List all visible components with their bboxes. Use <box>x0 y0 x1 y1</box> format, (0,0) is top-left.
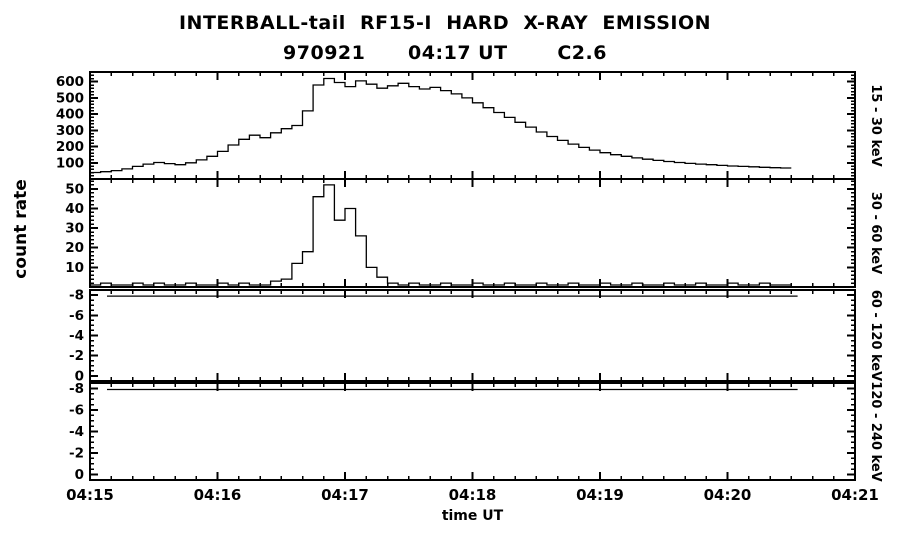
y-tick-label: -6 <box>69 308 84 324</box>
panel-energy-label-1: 30 - 60 keV <box>868 192 883 274</box>
chart-subtitle: 970921 04:17 UT C2.6 <box>283 42 607 64</box>
data-trace-1 <box>90 184 792 286</box>
y-tick-label: -4 <box>69 424 84 440</box>
y-tick-label: -6 <box>69 402 84 418</box>
panel-energy-label-0: 15 - 30 keV <box>868 84 883 166</box>
y-tick-label: -2 <box>69 348 84 364</box>
x-axis-label: time UT <box>441 508 504 524</box>
panel-frame-2 <box>89 289 856 382</box>
y-tick-label: 20 <box>65 240 84 256</box>
y-tick-label: 40 <box>65 201 84 217</box>
panel-energy-label-2: 60 - 120 keV <box>868 290 883 381</box>
y-tick-label: 10 <box>65 260 84 276</box>
y-tick-label: 600 <box>56 74 84 90</box>
y-tick-label: -4 <box>69 328 84 344</box>
y-tick-label: 400 <box>56 107 84 123</box>
y-tick-label: 200 <box>56 139 84 155</box>
x-tick-label: 04:19 <box>576 486 624 504</box>
y-tick-label: -8 <box>69 381 84 397</box>
x-tick-label: 04:16 <box>194 486 242 504</box>
y-tick-label: 30 <box>65 221 84 237</box>
y-tick-label: -2 <box>69 446 84 462</box>
x-tick-label: 04:21 <box>831 486 879 504</box>
data-trace-0 <box>90 77 792 174</box>
panel-energy-label-3: 120 - 240 keV <box>868 381 883 481</box>
y-tick-label: 100 <box>56 155 84 171</box>
x-tick-label: 04:15 <box>66 486 114 504</box>
chart-title: INTERBALL-tail RF15-I HARD X-RAY EMISSIO… <box>178 12 712 34</box>
panel-frame-3 <box>89 382 856 481</box>
y-tick-label: 0 <box>75 368 84 384</box>
x-tick-label: 04:18 <box>449 486 497 504</box>
y-tick-label: 0 <box>75 467 84 483</box>
y-tick-label: 500 <box>56 90 84 106</box>
y-tick-label: 300 <box>56 123 84 139</box>
x-tick-label: 04:17 <box>321 486 369 504</box>
y-tick-label: -8 <box>69 288 84 304</box>
y-tick-label: 50 <box>65 181 84 197</box>
x-tick-label: 04:20 <box>704 486 752 504</box>
panel-frame-1 <box>89 178 856 288</box>
panel-frame-0 <box>89 71 856 180</box>
